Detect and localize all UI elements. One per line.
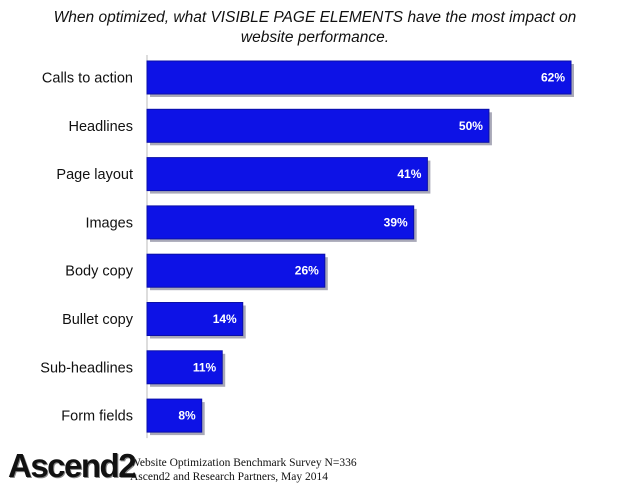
category-label: Bullet copy <box>62 312 134 328</box>
chart-title-line-2: website performance. <box>240 29 390 46</box>
category-label: Sub-headlines <box>40 360 133 376</box>
source-note: Website Optimization Benchmark Survey N=… <box>130 456 357 484</box>
category-label: Page layout <box>56 167 133 183</box>
category-label: Body copy <box>65 264 133 280</box>
ascend2-logo: Ascend2 <box>8 447 137 484</box>
category-label: Form fields <box>61 409 133 425</box>
source-line-2: Ascend2 and Research Partners, May 2014 <box>130 471 328 483</box>
bar <box>146 108 490 143</box>
data-label: 11% <box>193 360 217 374</box>
data-label: 50% <box>459 119 483 133</box>
chart-title: When optimized, what VISIBLE PAGE ELEMEN… <box>40 8 590 48</box>
bar <box>146 302 244 336</box>
data-label: 62% <box>541 71 565 85</box>
category-label: Headlines <box>69 119 134 135</box>
bar-chart: Calls to action 62% Headlines 50% Page layou… <box>40 55 574 439</box>
bar <box>146 398 203 433</box>
bar <box>146 157 428 192</box>
bar <box>146 350 223 385</box>
chart-title-line-1: When optimized, what VISIBLE PAGE ELEMEN… <box>53 9 577 26</box>
data-label: 8% <box>178 409 196 423</box>
bar <box>146 60 572 95</box>
data-label: 39% <box>384 215 408 229</box>
data-label: 41% <box>397 167 421 181</box>
bar <box>146 253 326 288</box>
data-label: 26% <box>295 264 319 278</box>
data-label: 14% <box>213 312 237 326</box>
category-label: Images <box>85 215 133 231</box>
source-line-1: Website Optimization Benchmark Survey N=… <box>130 457 357 469</box>
bar <box>146 205 415 240</box>
category-label: Calls to action <box>42 71 133 87</box>
